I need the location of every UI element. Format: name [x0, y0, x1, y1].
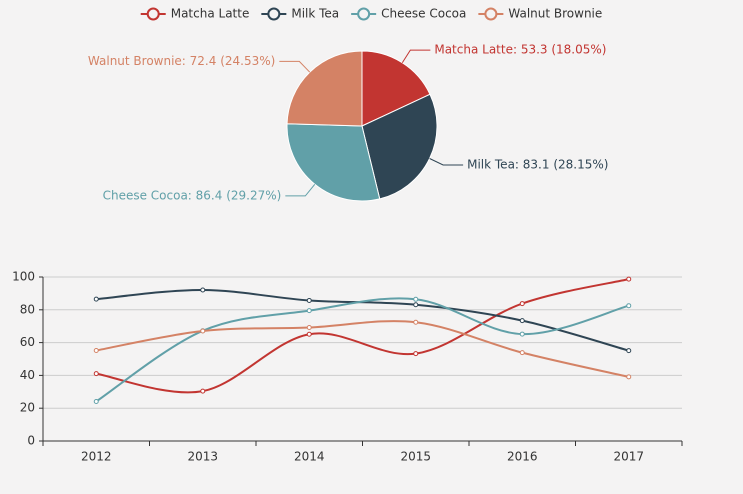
point-marker	[306, 297, 312, 303]
legend-icon	[146, 7, 160, 21]
point-marker	[519, 350, 525, 356]
point-marker	[93, 371, 99, 377]
point-marker	[93, 296, 99, 302]
x-tick-label: 2012	[81, 450, 112, 464]
point-marker	[413, 351, 419, 357]
pie-slice	[361, 93, 438, 200]
y-tick-label: 40	[20, 368, 35, 382]
x-tick-label: 2013	[187, 450, 218, 464]
point-marker	[626, 276, 632, 282]
legend-icon	[484, 7, 498, 21]
pie-label: Walnut Brownie: 72.4 (24.53%)	[88, 54, 275, 68]
point-marker	[626, 348, 632, 354]
point-marker	[626, 374, 632, 380]
point-marker	[200, 388, 206, 394]
label-line	[285, 183, 316, 197]
point-marker	[519, 318, 525, 324]
legend-label: Walnut Brownie	[508, 7, 602, 21]
point-marker	[306, 325, 312, 331]
label-line	[279, 60, 311, 73]
series-line	[96, 278, 629, 394]
y-tick-label: 0	[27, 434, 35, 448]
legend-item: Milk Tea	[261, 7, 339, 21]
point-marker	[93, 398, 99, 404]
pie-label: Cheese Cocoa: 86.4 (29.27%)	[103, 188, 282, 202]
y-tick-label: 80	[20, 302, 35, 316]
y-tick-label: 60	[20, 335, 35, 349]
y-tick-label: 20	[20, 401, 35, 415]
point-marker	[626, 303, 632, 309]
pie-slice	[286, 50, 363, 127]
pie-label: Matcha Latte: 53.3 (18.05%)	[434, 43, 606, 57]
point-marker	[93, 347, 99, 353]
label-line	[401, 49, 431, 64]
legend-label: Matcha Latte	[171, 7, 250, 21]
legend-label: Cheese Cocoa	[381, 7, 466, 21]
pie-slice	[361, 50, 431, 127]
x-tick-label: 2014	[294, 450, 325, 464]
point-marker	[306, 331, 312, 337]
series-line	[96, 288, 630, 352]
legend-item: Matcha Latte	[140, 7, 250, 21]
point-marker	[200, 328, 206, 334]
x-tick-label: 2015	[400, 450, 431, 464]
point-marker	[413, 319, 419, 325]
point-marker	[519, 331, 525, 337]
x-tick-label: 2017	[613, 450, 644, 464]
point-marker	[306, 308, 312, 314]
series-line	[96, 320, 629, 378]
x-tick-label: 2016	[507, 450, 538, 464]
legend-icon	[357, 7, 371, 21]
legend: Matcha Latte Milk Tea Cheese Cocoa Walnut B…	[140, 7, 602, 21]
point-marker	[200, 287, 206, 293]
y-tick-label: 100	[12, 270, 35, 284]
pie-label: Milk Tea: 83.1 (28.15%)	[467, 157, 608, 171]
legend-icon	[267, 7, 281, 21]
legend-item: Cheese Cocoa	[351, 7, 466, 21]
point-marker	[519, 301, 525, 307]
label-line	[429, 158, 464, 166]
point-marker	[413, 296, 419, 302]
legend-item: Walnut Brownie	[478, 7, 602, 21]
legend-label: Milk Tea	[291, 7, 339, 21]
point-marker	[413, 302, 419, 308]
series-line	[95, 297, 630, 403]
